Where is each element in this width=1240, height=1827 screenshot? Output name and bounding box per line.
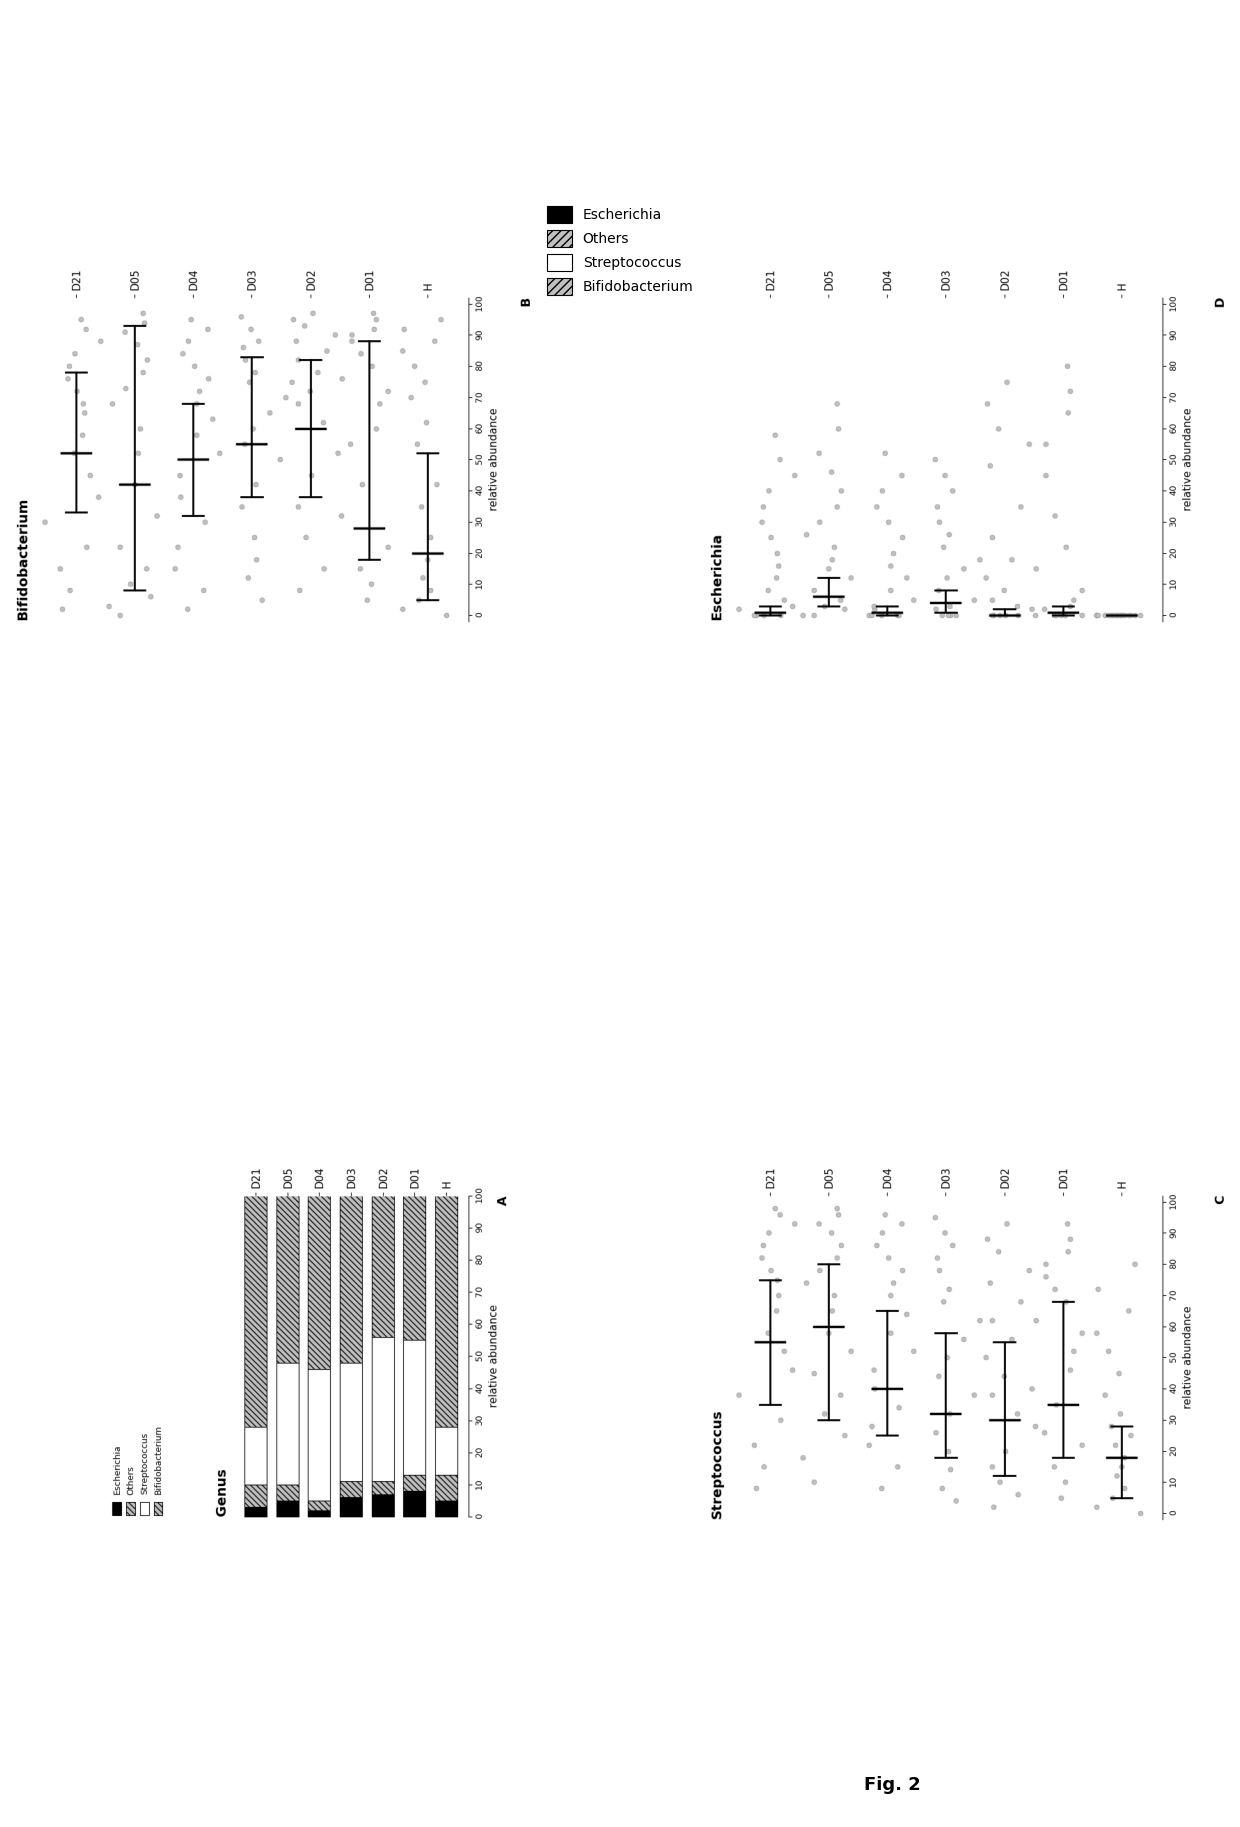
Legend: Escherichia, Others, Streptococcus, Bifidobacterium: Escherichia, Others, Streptococcus, Bifi… xyxy=(541,201,699,300)
Text: Fig. 2: Fig. 2 xyxy=(864,1776,921,1794)
